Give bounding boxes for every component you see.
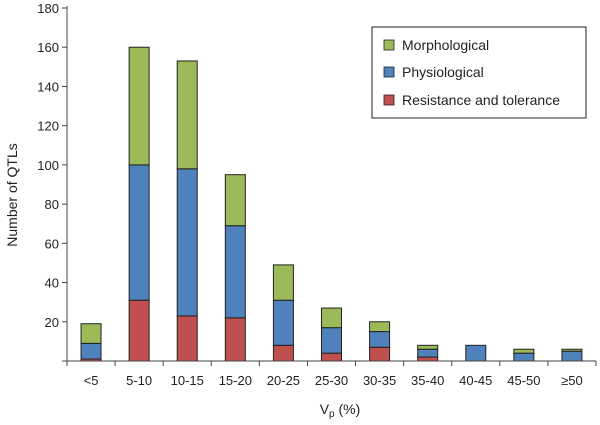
bar-segment-morphological xyxy=(272,264,294,301)
y-axis-ticks: 20 40 60 80 100 120 140 160 180 xyxy=(37,1,59,330)
legend-swatch-morphological xyxy=(383,39,395,51)
y-tick-label: 100 xyxy=(37,158,59,173)
bar-segment-resistance xyxy=(369,346,391,362)
bar-segment-morphological xyxy=(513,348,535,354)
bar-segment-physiological xyxy=(513,352,535,362)
x-axis-title-main: V xyxy=(320,401,330,417)
bar-segment-physiological xyxy=(128,164,150,301)
x-tick-label: 5-10 xyxy=(126,373,152,388)
bar-segment-physiological xyxy=(369,331,391,348)
bar-segment-morphological xyxy=(417,344,439,350)
bar-segment-resistance xyxy=(417,356,439,362)
bar-segment-physiological xyxy=(321,327,342,354)
legend-label-morphological: Morphological xyxy=(402,37,489,53)
y-tick-label: 60 xyxy=(45,236,59,251)
legend-label-resistance: Resistance and tolerance xyxy=(402,92,560,108)
bar-segment-physiological xyxy=(417,348,439,358)
bar-segment-morphological xyxy=(176,60,198,170)
y-tick-label: 180 xyxy=(37,1,59,16)
y-tick-label: 20 xyxy=(45,315,59,330)
axes xyxy=(62,6,597,366)
bar-segment-physiological xyxy=(224,225,246,319)
y-tick-label: 140 xyxy=(37,79,59,94)
x-tick-label: 30-35 xyxy=(363,373,396,388)
x-tick-label: 40-45 xyxy=(459,373,492,388)
legend: Morphological Physiological Resistance a… xyxy=(371,26,587,119)
bar-segment-physiological xyxy=(176,168,198,317)
legend-swatch-resistance xyxy=(383,94,395,106)
bar-segment-morphological xyxy=(321,307,342,329)
x-tick-label: 10-15 xyxy=(171,373,204,388)
bars xyxy=(80,46,583,362)
bar-segment-resistance xyxy=(272,344,294,362)
x-tick-label: 15-20 xyxy=(219,373,252,388)
bar-segment-resistance xyxy=(176,315,198,362)
bar-segment-morphological xyxy=(561,348,583,352)
bar-segment-morphological xyxy=(369,321,391,333)
bar-segment-physiological xyxy=(561,350,583,362)
y-tick-label: 80 xyxy=(45,197,59,212)
x-tick-label: ≥50 xyxy=(561,373,583,388)
legend-swatch-physiological xyxy=(383,66,395,78)
y-tick-label: 120 xyxy=(37,119,59,134)
bar-segment-physiological xyxy=(272,299,294,346)
bar-segment-morphological xyxy=(80,323,102,344)
bar-segment-physiological xyxy=(80,342,102,360)
bar-segment-morphological xyxy=(128,46,150,166)
x-axis-title-sub: p xyxy=(329,409,335,420)
bar-segment-resistance xyxy=(224,317,246,362)
x-tick-label: 45-50 xyxy=(507,373,540,388)
legend-label-physiological: Physiological xyxy=(402,64,484,80)
y-axis-title: Number of QTLs xyxy=(4,143,20,246)
x-axis-title-suffix: (%) xyxy=(335,401,361,417)
y-tick-label: 40 xyxy=(45,276,59,291)
bar-segment-resistance xyxy=(128,299,150,362)
y-tick-label: 160 xyxy=(37,40,59,55)
x-tick-label: 35-40 xyxy=(411,373,444,388)
bar-segment-physiological xyxy=(465,344,487,362)
bar-segment-morphological xyxy=(224,174,246,227)
x-axis-ticks: <5 5-10 10-15 15-20 20-25 25-30 30-35 35-40 40-4… xyxy=(84,373,583,388)
bar-segment-resistance xyxy=(321,352,342,362)
x-axis-title: Vp (%) xyxy=(320,401,361,420)
x-tick-label: 20-25 xyxy=(267,373,300,388)
legend-box xyxy=(371,26,587,119)
x-tick-label: <5 xyxy=(84,373,99,388)
x-tick-label: 25-30 xyxy=(315,373,348,388)
